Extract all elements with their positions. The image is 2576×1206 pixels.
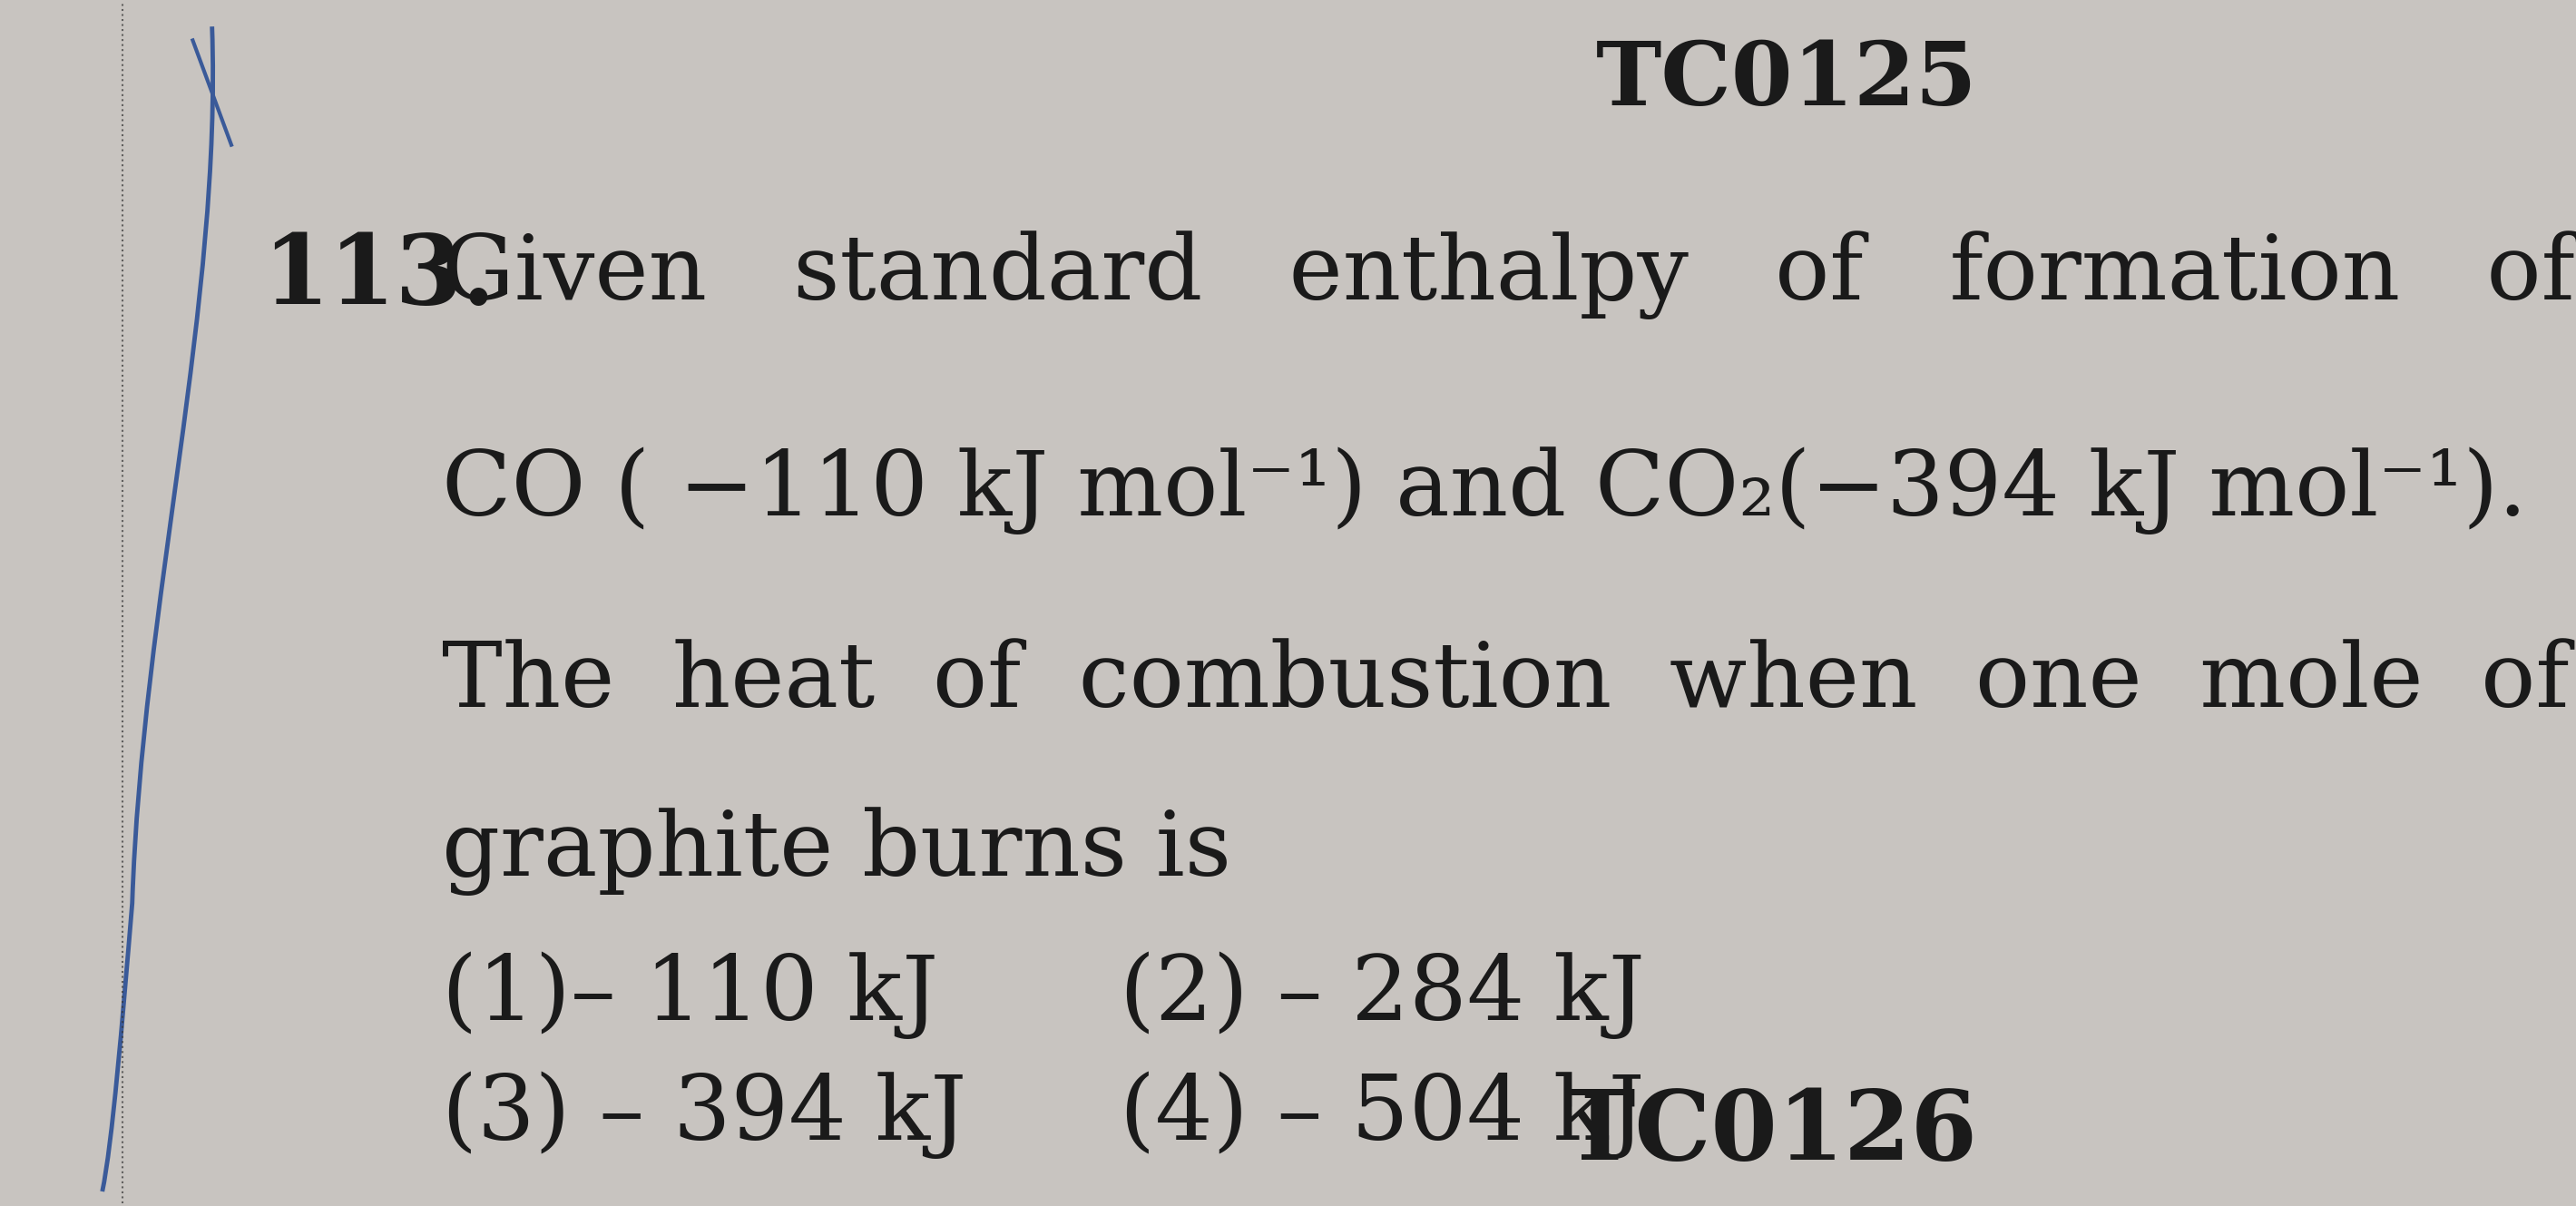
Text: The  heat  of  combustion  when  one  mole  of: The heat of combustion when one mole of [440,639,2568,726]
Text: TC0126: TC0126 [1564,1085,1978,1179]
Text: Given   standard   enthalpy   of   formation   of: Given standard enthalpy of formation of [440,230,2573,320]
Text: (4) – 504 kJ: (4) – 504 kJ [1121,1071,1646,1159]
Text: CO ( −110 kJ mol⁻¹) and CO₂(−394 kJ mol⁻¹).: CO ( −110 kJ mol⁻¹) and CO₂(−394 kJ mol⁻… [440,447,2527,534]
Text: (2) – 284 kJ: (2) – 284 kJ [1121,952,1646,1038]
Text: graphite burns is: graphite burns is [440,807,1231,896]
Text: (3) – 394 kJ: (3) – 394 kJ [440,1071,966,1159]
Text: 113.: 113. [263,230,495,324]
Text: (1)– 110 kJ: (1)– 110 kJ [440,952,938,1038]
Text: TC0125: TC0125 [1597,39,1978,124]
